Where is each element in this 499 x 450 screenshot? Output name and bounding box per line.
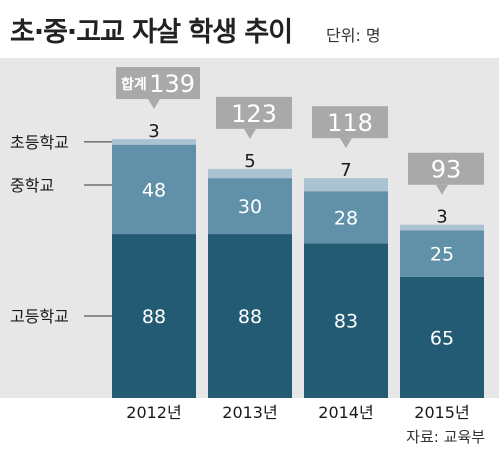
chart-title: 초·중·고교 자살 학생 추이 <box>10 17 293 48</box>
bar-high-0 <box>112 234 196 398</box>
data-label-elementary-1: 5 <box>244 151 255 172</box>
total-pointer-1 <box>244 128 256 139</box>
total-label-3: 93 <box>431 156 462 184</box>
total-prefix-label: 합계 <box>121 76 147 93</box>
data-label-elementary-0: 3 <box>148 121 159 142</box>
bar-elementary-3 <box>400 224 484 231</box>
total-pointer-2 <box>340 138 352 149</box>
data-label-middle-2: 28 <box>334 207 358 229</box>
bar-high-1 <box>208 234 292 398</box>
data-label-middle-1: 30 <box>238 196 262 218</box>
bar-high-3 <box>400 276 484 398</box>
bar-high-2 <box>304 243 388 398</box>
bar-middle-1 <box>208 178 292 235</box>
bar-elementary-1 <box>208 168 292 179</box>
category-label-0: 2012년 <box>126 403 181 422</box>
bar-middle-0 <box>112 144 196 235</box>
bar-elementary-0 <box>112 139 196 145</box>
total-label-2: 118 <box>327 109 373 137</box>
data-label-elementary-3: 3 <box>436 207 447 228</box>
series-label-elementary: 초등학교 <box>10 133 69 152</box>
data-label-middle-0: 48 <box>142 179 166 201</box>
unit-label: 단위: 명 <box>326 26 381 45</box>
bar-elementary-2 <box>304 178 388 192</box>
category-label-2: 2014년 <box>318 403 373 422</box>
category-label-3: 2015년 <box>414 403 469 422</box>
total-pointer-3 <box>436 184 448 195</box>
total-pointer-0 <box>148 99 160 110</box>
total-box-3 <box>408 152 484 185</box>
total-box-1 <box>216 96 292 129</box>
total-box-2 <box>312 106 388 139</box>
data-label-high-2: 83 <box>334 311 358 333</box>
series-label-high: 고등학교 <box>10 307 69 326</box>
total-label-0: 139 <box>149 70 195 98</box>
source-label: 자료: 교육부 <box>406 428 485 446</box>
data-label-high-0: 88 <box>142 306 166 328</box>
total-box-0 <box>116 67 200 100</box>
total-label-1: 123 <box>231 100 277 128</box>
series-label-middle: 중학교 <box>10 176 54 195</box>
category-label-1: 2013년 <box>222 403 277 422</box>
data-label-elementary-2: 7 <box>340 160 351 181</box>
bar-middle-2 <box>304 191 388 244</box>
data-label-high-3: 65 <box>430 327 454 349</box>
data-label-high-1: 88 <box>238 306 262 328</box>
bar-middle-3 <box>400 230 484 277</box>
data-label-middle-3: 25 <box>430 244 454 266</box>
